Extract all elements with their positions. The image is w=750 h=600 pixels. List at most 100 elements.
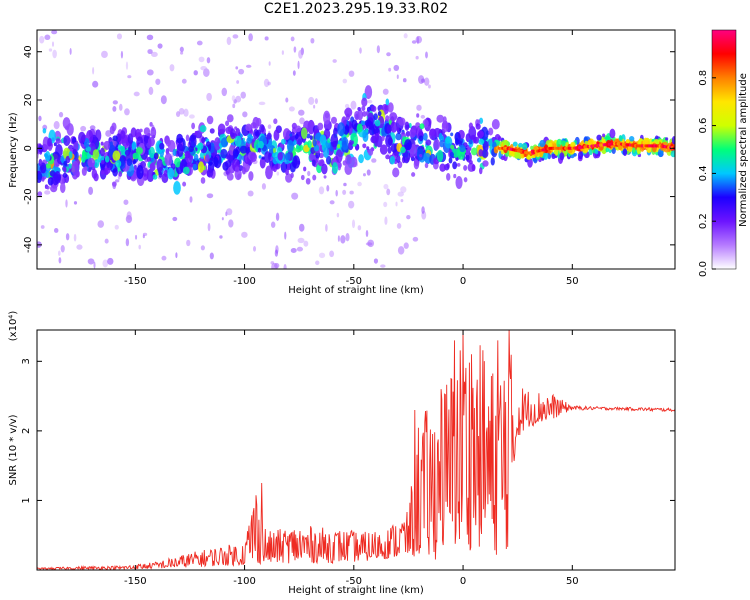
spectrogram-cell <box>172 216 178 222</box>
spectrogram-cell <box>172 148 177 157</box>
spectrogram-cell <box>169 64 175 72</box>
snr-y-tick-label: 1 <box>21 497 32 503</box>
spectrogram-cell <box>411 40 417 44</box>
spectrogram-cell <box>38 158 43 167</box>
spectrogram-cell <box>46 185 50 190</box>
spectrogram-cell <box>341 136 349 151</box>
spectrogram-cell <box>44 34 51 40</box>
spectrogram-cell <box>310 37 315 44</box>
spectrogram-cell <box>136 164 144 180</box>
spectrogram-cell <box>397 246 405 255</box>
spectrogram-cell <box>290 248 297 253</box>
spectrogram-cell <box>114 224 119 230</box>
spectrogram-cell <box>253 246 257 252</box>
spectrogram-cell <box>365 121 374 130</box>
spectrogram-cell <box>257 147 262 153</box>
spectrogram-cell <box>359 47 362 54</box>
spectrogram-cell <box>292 70 296 76</box>
spectrogram-cell <box>93 159 100 169</box>
spectrogram-cell <box>463 165 468 171</box>
spectrogram-cell <box>225 120 230 127</box>
spectrogram-cell <box>100 141 104 146</box>
spectrogram-cell <box>101 50 108 59</box>
spectrogram-cell <box>115 179 120 183</box>
spectrogram-cell <box>424 162 429 169</box>
spectrogram-cell <box>596 134 602 141</box>
spectrogram-cell <box>337 235 340 242</box>
spectrogram-cell <box>245 64 252 68</box>
spectrogram-cell <box>413 159 420 170</box>
spectrogram-cell <box>264 151 271 163</box>
spectrogram-cell <box>206 115 214 125</box>
spectrogram-cell <box>490 157 495 166</box>
spectrogram-cell <box>264 36 269 41</box>
spectrogram-cell <box>199 125 207 133</box>
spectrogram-cell <box>330 116 337 124</box>
spectrogram-cell <box>348 70 355 77</box>
spectrogram-cell <box>396 155 401 164</box>
spectrogram-cell <box>488 127 494 136</box>
spectrogram-cell <box>198 56 205 63</box>
spectrogram-cell <box>441 120 449 133</box>
spectrogram-cell <box>63 135 71 147</box>
spectrogram-cell <box>132 159 136 165</box>
spectrogram-cell <box>389 155 396 165</box>
spectrogram-cell <box>92 67 95 75</box>
spectrogram-cell <box>126 158 133 166</box>
spectrogram-x-tick-label: -100 <box>233 276 256 287</box>
spectrogram-cell <box>167 167 175 180</box>
spectrogram-cell <box>193 70 198 76</box>
spectrogram-cell <box>250 152 257 163</box>
spectrogram-cell <box>405 157 410 162</box>
spectrogram-cell <box>293 46 297 53</box>
spectrogram-y-tick-label: 0 <box>23 145 34 151</box>
spectrogram-cell <box>183 108 189 117</box>
spectrogram-cell <box>354 110 360 121</box>
spectrogram-cell <box>185 134 190 142</box>
spectrogram-cell <box>148 86 154 96</box>
spectrogram-cell <box>329 200 335 205</box>
spectrogram-cell <box>349 139 354 146</box>
spectrogram-cell <box>81 167 87 176</box>
spectrogram-cell <box>40 225 45 229</box>
spectrogram-cell <box>209 128 215 134</box>
spectrogram-cell <box>330 133 339 148</box>
spectrogram-cell <box>153 152 159 160</box>
spectrogram-cell <box>149 162 156 172</box>
spectrogram-cell <box>307 140 312 149</box>
snr-x-axis-label: Height of straight line (km) <box>288 585 424 596</box>
spectrogram-cell <box>285 173 293 183</box>
snr-x-ticks: -150 -100 -50 0 50 <box>124 330 579 587</box>
spectrogram-cell <box>383 183 389 190</box>
spectrogram-cell <box>191 122 196 130</box>
spectrogram-cell <box>182 166 190 175</box>
spectrogram-cell <box>109 125 115 135</box>
snr-marks <box>37 330 675 570</box>
spectrogram-cell <box>213 137 221 151</box>
spectrogram-cell <box>241 166 246 175</box>
spectrogram-cell <box>148 146 155 159</box>
spectrogram-cell <box>445 137 451 144</box>
spectrogram-cell <box>424 77 430 86</box>
spectrogram-cell <box>292 155 301 169</box>
spectrogram-cell <box>385 98 390 106</box>
spectrogram-cell <box>92 149 100 159</box>
spectrogram-cell <box>291 192 299 200</box>
spectrogram-cell <box>415 55 419 60</box>
spectrogram-cell <box>491 118 500 130</box>
spectrogram-cell <box>87 258 95 265</box>
spectrogram-cell <box>385 134 393 148</box>
spectrogram-cell <box>611 147 616 155</box>
spectrogram-cell <box>125 61 129 70</box>
spectrogram-cell <box>45 170 50 178</box>
spectrogram-cell <box>400 146 406 154</box>
spectrogram-cell <box>93 173 99 182</box>
spectrogram-cell <box>201 137 206 144</box>
spectrogram-cell <box>38 145 44 153</box>
spectrogram-cell <box>355 144 359 151</box>
spectrogram-cell <box>152 174 158 180</box>
spectrogram-cell <box>416 36 420 45</box>
spectrogram-cell <box>99 147 105 157</box>
spectrogram-cell <box>63 160 68 166</box>
spectrogram-cell <box>318 186 325 195</box>
